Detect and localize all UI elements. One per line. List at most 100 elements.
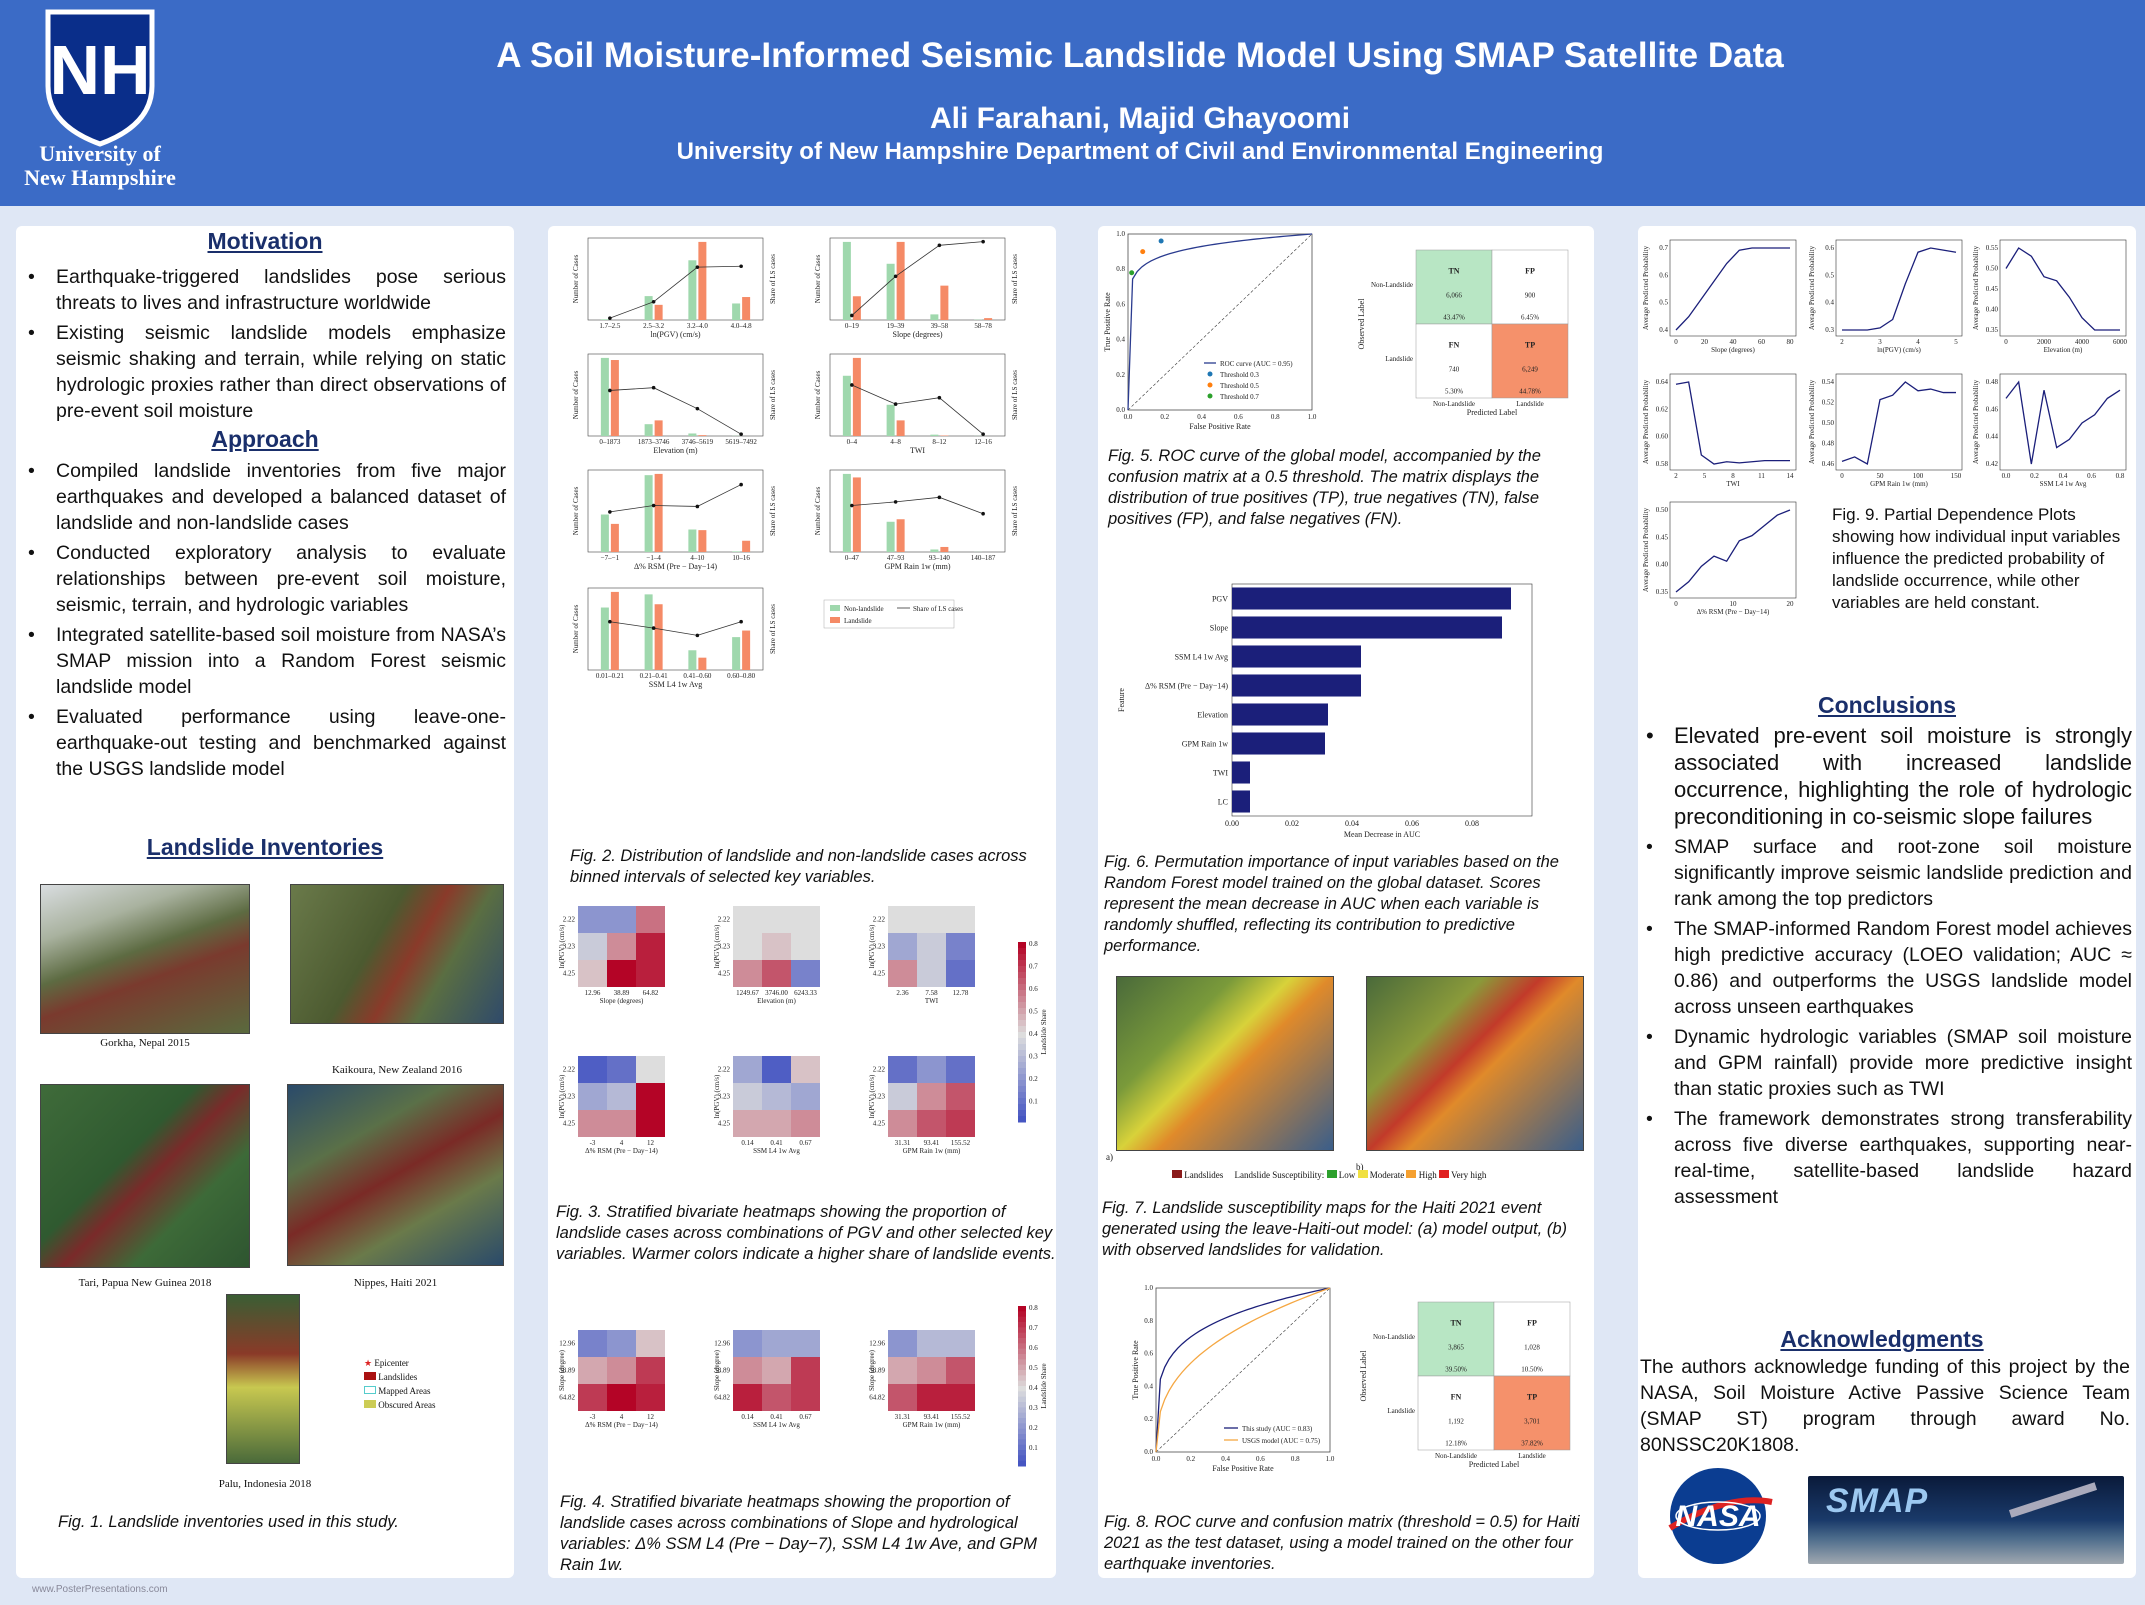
heatmap-xtick: 4 [620, 1413, 624, 1421]
fig2-bar-nonlandslide [688, 529, 697, 552]
confusion-count: 3,865 [1448, 1343, 1464, 1351]
heatmap-cell [607, 1357, 636, 1384]
heatmap-cell [917, 960, 946, 987]
nasa-logo-text: NASA [1675, 1500, 1760, 1533]
heatmap-xtick: 0.67 [799, 1413, 812, 1421]
confusion-tag: TP [1527, 1393, 1537, 1402]
colorbar-tick: 0.8 [1029, 940, 1038, 948]
fig6-category-label: Elevation [1197, 711, 1228, 720]
fig2-bar-landslide [852, 477, 861, 552]
fig2-share-point [937, 495, 942, 500]
fig2-bin-label: 0–47 [845, 554, 860, 562]
heatmap-cell [762, 1357, 791, 1384]
fig2-bar-nonlandslide [886, 404, 895, 436]
heatmap-cell [762, 1110, 791, 1137]
fig2-bar-nonlandslide [688, 260, 697, 320]
heatmap-cell [917, 1110, 946, 1137]
legend-label: Threshold 0.5 [1220, 382, 1259, 390]
fig2-share-point [608, 510, 612, 514]
inventories-title: Landslide Inventories [146, 834, 384, 860]
heatmap-cell [636, 1056, 665, 1083]
fig9-xtick: 20 [1701, 338, 1709, 346]
fig9-xlabel: ln(PGV) (cm/s) [1877, 346, 1921, 354]
heatmap-xlabel: SSM L4 1w Avg [753, 1147, 800, 1155]
colorbar-label: Landslide Share [1040, 1363, 1048, 1408]
fig9-xlabel: GPM Rain 1w (mm) [1870, 480, 1928, 488]
fig9-axes [1669, 239, 1797, 337]
colorbar-step [1018, 978, 1026, 985]
map-gorkha [40, 884, 250, 1034]
confusion-tag: FP [1525, 267, 1535, 276]
map-tari [40, 1084, 250, 1268]
fig2-share-point [981, 511, 985, 516]
map-label: Palu, Indonesia 2018 [218, 1478, 312, 1490]
fig6-ylabel: Feature [1117, 688, 1126, 712]
fig9-xtick: 0 [1674, 338, 1678, 346]
heatmap-ylabel: Slope (degree) [868, 1349, 876, 1391]
fig2-xlabel: SSM L4 1w Avg [649, 680, 702, 689]
colorbar-step [1018, 1412, 1026, 1419]
fig2-axes [587, 587, 764, 671]
fig6-plot: PGV Slope SSM L4 1w Avg Δ% RSM (Pre − Day−1… [1117, 583, 1533, 839]
confusion-pct: 5.30% [1445, 388, 1463, 396]
heatmap-cell [888, 906, 917, 933]
fig2-bar-charts: 1.7–2.5 2.5–3.2 3.2–4.0 4.0–4.8 ln(PGV) (cm/… [552, 228, 1052, 840]
colorbar-step [1018, 1092, 1026, 1099]
fig9-xtick: 6000 [2113, 338, 2128, 346]
colorbar-step [1018, 1316, 1026, 1323]
fig8-legend: This study (AUC = 0.83) USGS model (AUC =… [1224, 1425, 1321, 1445]
fig2-bin-label: 0.60–0.80 [727, 672, 756, 680]
heatmap-cell [946, 906, 975, 933]
colorbar-step [1018, 1068, 1026, 1075]
smap-logo-text: SMAP [1826, 1482, 1929, 1520]
fig9-ytick: 0.5 [1825, 271, 1834, 279]
roc-xtick: 0.2 [1160, 413, 1169, 421]
confusion-tag: TP [1525, 341, 1535, 350]
motivation-item: Earthquake-triggered landslides pose ser… [22, 264, 506, 316]
conclusion-item: SMAP surface and root-zone soil moisture… [1640, 834, 2132, 912]
fig2-share-line [609, 265, 742, 319]
fig2-xlabel: ln(PGV) (cm/s) [651, 330, 701, 339]
map-label: Kaikoura, New Zealand 2016 [331, 1064, 463, 1076]
fig2-share-point [893, 402, 898, 406]
heatmap-xtick: 64.82 [643, 989, 659, 997]
fig2-ylabel: Number of Cases [814, 486, 822, 535]
fig9-ytick: 0.54 [1822, 378, 1835, 386]
fig9-ytick: 0.48 [1986, 378, 1999, 386]
fig2-ylabel: Number of Cases [814, 254, 822, 303]
colorbar-step [1018, 1391, 1026, 1398]
fig2-share-point [608, 619, 612, 624]
confusion-ylabel: Observed Label [1359, 1350, 1368, 1402]
fig9-xlabel: TWI [1726, 480, 1740, 488]
heatmap-ytick: 38.89 [559, 1367, 575, 1375]
fig9-panel: 0.0 0.2 0.4 0.6 0.8 0.42 0.44 0.46 0.48 SSM L4 1w… [1972, 373, 2127, 488]
roc-curve [1155, 1287, 1331, 1453]
confusion-cell [1493, 1301, 1571, 1377]
fig9-xtick: 0 [2004, 338, 2008, 346]
roc-ytick: 0.8 [1144, 1317, 1153, 1325]
roc-xtick: 1.0 [1308, 413, 1317, 421]
fig2-share-point [695, 633, 700, 638]
heatmap-xtick: 31.31 [895, 1139, 911, 1147]
roc-ylabel: True Positive Rate [1104, 292, 1112, 352]
fig2-ylabel: Number of Cases [814, 370, 822, 419]
colorbar-tick: 0.1 [1029, 1098, 1038, 1106]
heatmap-ylabel: ln(PGV) (cm/s) [713, 1074, 721, 1118]
fig2-panel: 1.7–2.5 2.5–3.2 3.2–4.0 4.0–4.8 ln(PGV) (cm/… [572, 237, 777, 339]
fig2-bar-landslide [610, 523, 619, 552]
fig2-bar-landslide [698, 657, 707, 670]
heatmap-cell [733, 1110, 762, 1137]
fig4-heatmaps: 12.96 38.89 64.82 -3 4 12 Δ% RSM (Pre − Day−14… [556, 1296, 1052, 1494]
fig9-partial-dependence: 0 20 40 60 80 0.4 0.5 0.6 0.7 Slope (degrees) Aver… [1640, 232, 2134, 632]
heatmap-cell [636, 933, 665, 960]
fig2-bar-landslide [896, 241, 905, 320]
fig2-bar-landslide [654, 420, 663, 436]
fig2-bar-landslide [742, 540, 751, 552]
fig2-bar-landslide [698, 435, 707, 436]
heatmap-cell [946, 960, 975, 987]
colorbar-step [1018, 1407, 1026, 1414]
fig9-ytick: 0.50 [1822, 419, 1835, 427]
heatmap-ylabel: Slope (degree) [558, 1349, 566, 1391]
fig2-xlabel: Elevation (m) [653, 446, 698, 455]
